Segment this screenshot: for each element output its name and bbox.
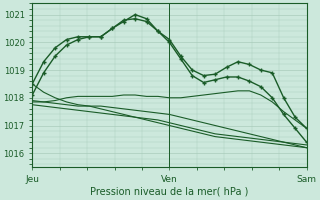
X-axis label: Pression niveau de la mer( hPa ): Pression niveau de la mer( hPa ) bbox=[90, 187, 249, 197]
